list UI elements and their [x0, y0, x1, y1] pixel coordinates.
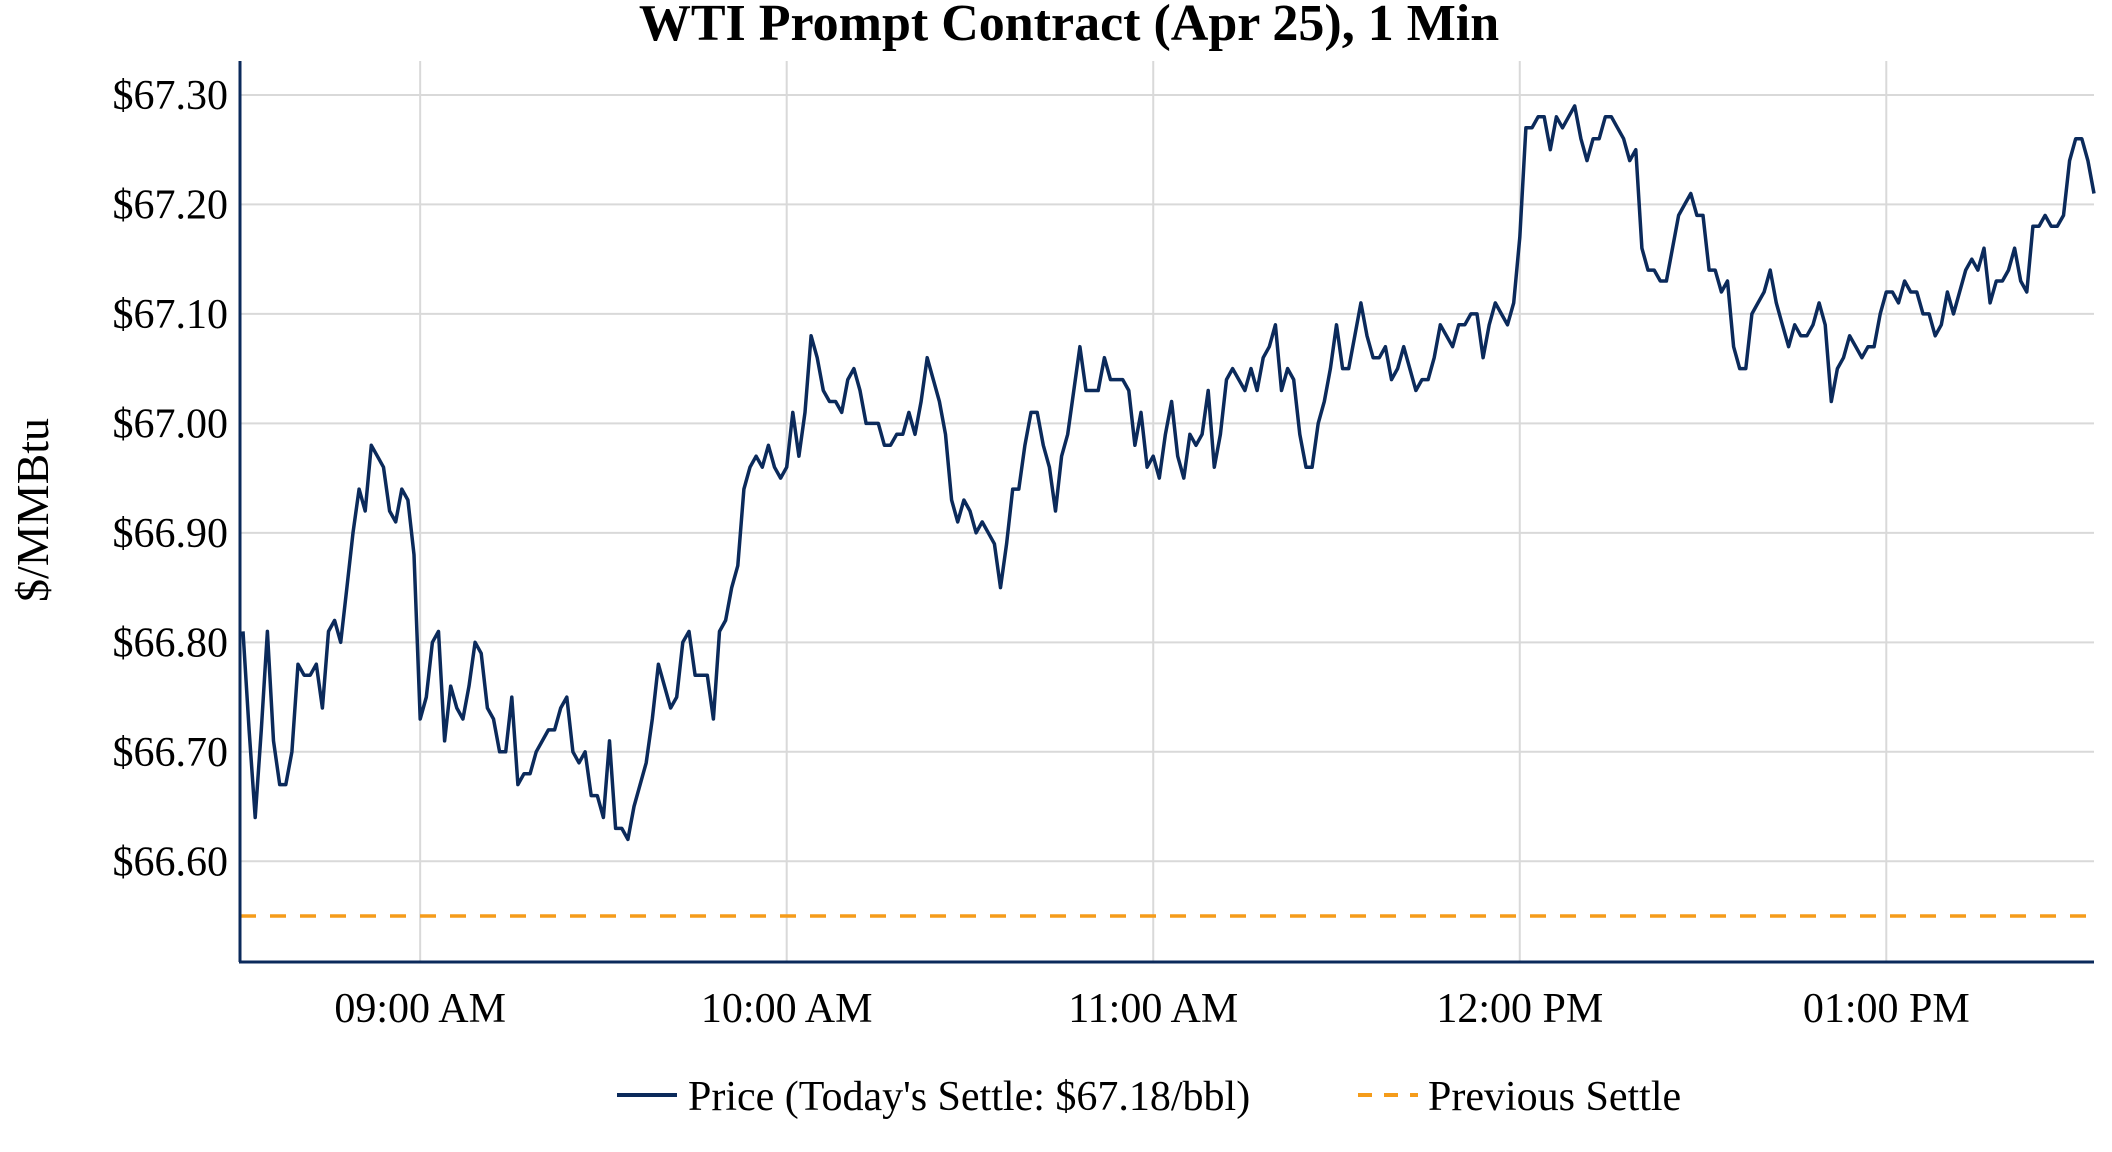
legend-previous-settle-label: Previous Settle — [1428, 1074, 1681, 1120]
y-tick-label: $67.10 — [113, 292, 229, 338]
x-tick-label: 01:00 PM — [1803, 986, 1970, 1032]
x-axis-ticks: 09:00 AM 10:00 AM 11:00 AM 12:00 PM 01:00 PM — [334, 986, 1969, 1032]
x-tick-label: 11:00 AM — [1068, 986, 1238, 1032]
gridlines — [240, 61, 2094, 962]
y-axis-ticks: $66.60 $66.70 $66.80 $66.90 $67.00 $67.10 $67.… — [113, 73, 229, 885]
chart-title: WTI Prompt Contract (Apr 25), 1 Min — [639, 0, 1499, 52]
y-tick-label: $67.30 — [113, 73, 229, 119]
x-tick-label: 09:00 AM — [334, 986, 506, 1032]
y-tick-label: $66.60 — [113, 839, 229, 885]
y-tick-label: $67.00 — [113, 401, 229, 447]
x-tick-label: 10:00 AM — [701, 986, 873, 1032]
y-tick-label: $66.70 — [113, 730, 229, 776]
legend: Price (Today's Settle: $67.18/bbl) Previ… — [617, 1074, 1681, 1120]
y-tick-label: $66.80 — [113, 620, 229, 666]
series-layer — [240, 104, 2096, 918]
y-axis-label: $/MMBtu — [7, 418, 58, 602]
x-tick-label: 12:00 PM — [1436, 986, 1603, 1032]
y-tick-label: $67.20 — [113, 182, 229, 228]
price-line — [241, 104, 2096, 842]
y-tick-label: $66.90 — [113, 511, 229, 557]
legend-price-label: Price (Today's Settle: $67.18/bbl) — [688, 1074, 1250, 1120]
